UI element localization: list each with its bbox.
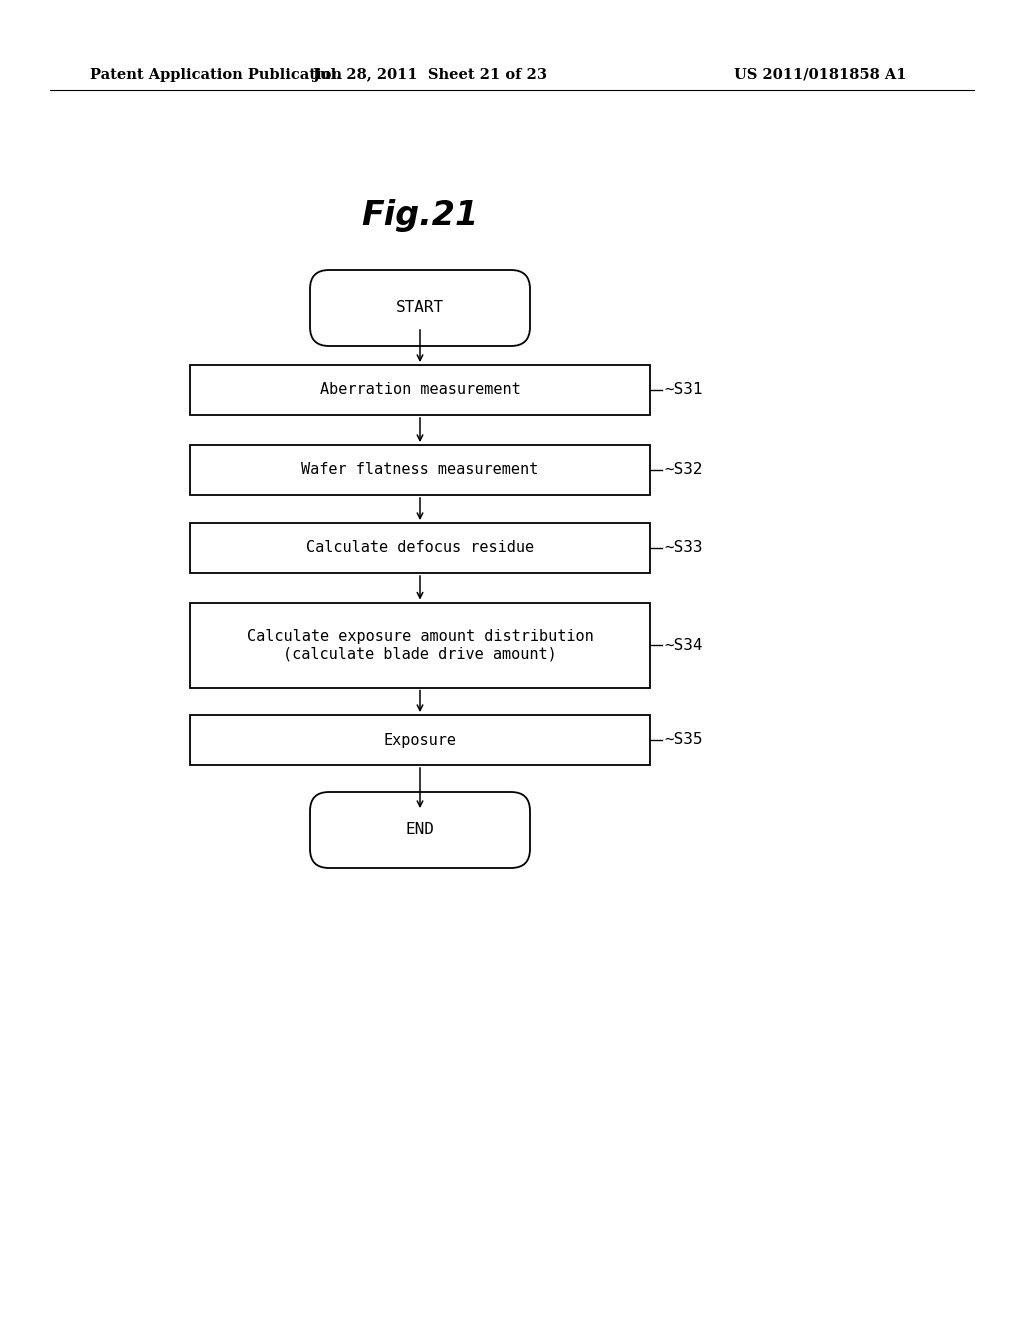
FancyBboxPatch shape xyxy=(310,271,530,346)
Text: Jul. 28, 2011  Sheet 21 of 23: Jul. 28, 2011 Sheet 21 of 23 xyxy=(313,69,547,82)
Text: ~S35: ~S35 xyxy=(664,733,702,747)
Text: START: START xyxy=(396,301,444,315)
Bar xyxy=(190,602,650,688)
Text: Calculate defocus residue: Calculate defocus residue xyxy=(306,540,535,556)
Text: Patent Application Publication: Patent Application Publication xyxy=(90,69,342,82)
FancyBboxPatch shape xyxy=(310,792,530,869)
Text: US 2011/0181858 A1: US 2011/0181858 A1 xyxy=(734,69,906,82)
Text: Fig.21: Fig.21 xyxy=(361,198,478,231)
Bar xyxy=(190,445,650,495)
Text: Wafer flatness measurement: Wafer flatness measurement xyxy=(301,462,539,478)
Text: ~S33: ~S33 xyxy=(664,540,702,556)
Bar xyxy=(190,366,650,414)
Bar xyxy=(190,715,650,766)
Text: Calculate exposure amount distribution
(calculate blade drive amount): Calculate exposure amount distribution (… xyxy=(247,628,593,661)
Text: END: END xyxy=(406,822,434,837)
Text: ~S31: ~S31 xyxy=(664,383,702,397)
Text: ~S34: ~S34 xyxy=(664,638,702,652)
Bar xyxy=(190,523,650,573)
Text: ~S32: ~S32 xyxy=(664,462,702,478)
Text: Aberration measurement: Aberration measurement xyxy=(319,383,520,397)
Text: Exposure: Exposure xyxy=(384,733,457,747)
